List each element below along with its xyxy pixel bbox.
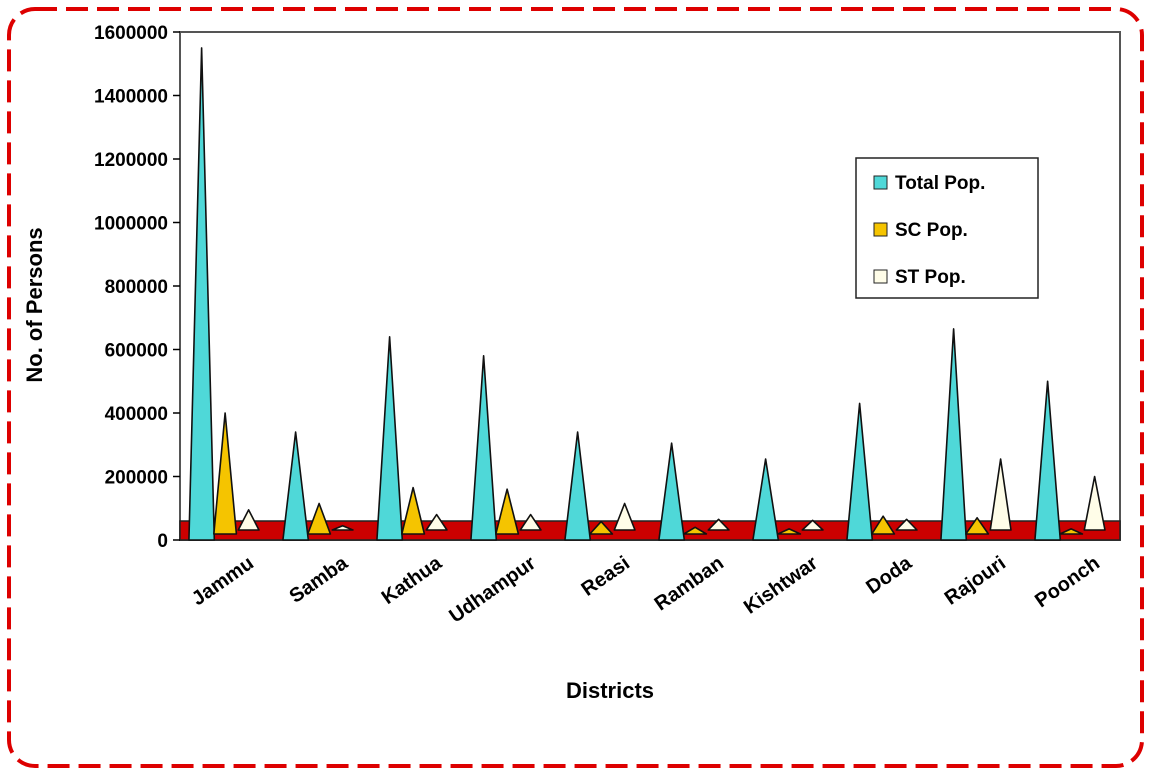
peak-jammu-totalpop <box>188 47 216 541</box>
y-tick-label: 800000 <box>105 277 168 298</box>
peak-poonch-stpop <box>1083 475 1106 531</box>
legend-label-total: Total Pop. <box>895 173 985 194</box>
peak-udhampur-scpop <box>495 488 520 535</box>
peak-jammu-stpop <box>237 509 260 531</box>
y-tick-label: 1400000 <box>94 87 168 108</box>
peak-samba-totalpop <box>282 431 310 541</box>
y-tick-label: 1600000 <box>94 23 168 44</box>
legend-swatch-sc <box>873 222 888 237</box>
y-axis-title: No. of Persons <box>22 227 47 382</box>
y-tick-label: 400000 <box>105 404 168 425</box>
peak-kathua-stpop <box>425 513 448 531</box>
peak-rajouri-stpop <box>989 458 1012 531</box>
peak-doda-stpop <box>895 518 918 531</box>
peak-ramban-scpop <box>683 526 708 535</box>
peak-kishtwar-scpop <box>777 528 802 535</box>
peak-kathua-scpop <box>401 486 426 535</box>
peak-reasi-totalpop <box>564 431 592 541</box>
peak-poonch-scpop <box>1059 528 1084 535</box>
legend: Total Pop. SC Pop. ST Pop. <box>855 157 1039 299</box>
peak-ramban-totalpop <box>658 442 686 541</box>
peak-kishtwar-stpop <box>801 519 824 531</box>
y-axis-ticks: 0 200000 400000 600000 800000 1000000 1200000 1… <box>94 23 180 552</box>
peak-rajouri-totalpop <box>940 328 968 541</box>
peak-jammu-scpop <box>213 412 238 535</box>
peak-samba-stpop <box>331 524 354 531</box>
y-tick-label: 600000 <box>105 341 168 362</box>
peak-kishtwar-totalpop <box>752 458 780 541</box>
peak-kathua-totalpop <box>376 335 404 541</box>
peak-udhampur-stpop <box>519 513 542 531</box>
peak-doda-totalpop <box>846 402 874 541</box>
peak-ramban-stpop <box>707 518 730 531</box>
y-tick-label: 1200000 <box>94 150 168 171</box>
peak-udhampur-totalpop <box>470 355 498 541</box>
y-tick-label: 0 <box>157 531 168 552</box>
peak-reasi-scpop <box>589 520 614 535</box>
x-axis-title: Districts <box>566 678 654 703</box>
legend-label-st: ST Pop. <box>895 267 966 288</box>
peak-reasi-stpop <box>613 502 636 531</box>
data-peaks <box>188 47 1106 541</box>
peak-samba-scpop <box>307 502 332 535</box>
y-tick-label: 200000 <box>105 468 168 489</box>
peak-rajouri-scpop <box>965 516 990 535</box>
legend-swatch-total <box>873 175 888 190</box>
y-tick-label: 1000000 <box>94 214 168 235</box>
legend-label-sc: SC Pop. <box>895 220 968 241</box>
peak-doda-scpop <box>871 515 896 535</box>
legend-swatch-st <box>873 269 888 284</box>
peak-poonch-totalpop <box>1034 380 1062 541</box>
